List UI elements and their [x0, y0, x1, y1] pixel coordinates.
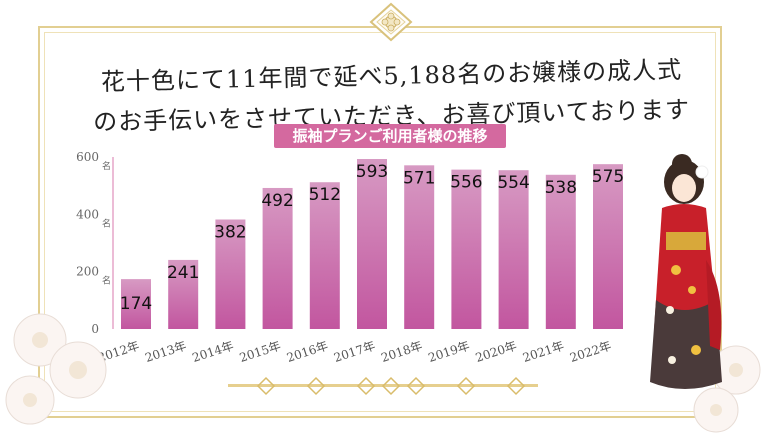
- bar-value-label: 512: [309, 185, 341, 205]
- bar-value-label: 575: [592, 167, 624, 187]
- y-tick-unit: 名: [102, 160, 111, 172]
- bar-value-label: 174: [120, 294, 152, 314]
- y-tick-label: 200: [76, 265, 99, 279]
- bar-value-label: 538: [545, 178, 577, 198]
- x-tick-label: 2022年: [568, 339, 613, 365]
- chart-title-badge: 振袖プランご利用者様の推移: [274, 124, 506, 148]
- x-tick-label: 2014年: [191, 339, 236, 365]
- bar-2020年: [498, 170, 529, 329]
- bar-2015年: [262, 187, 293, 329]
- bar-value-label: 492: [261, 191, 293, 211]
- y-tick-label: 400: [76, 207, 99, 221]
- x-tick-label: 2020年: [474, 339, 519, 365]
- y-tick-unit: 名: [102, 217, 111, 229]
- bar-2018年: [404, 165, 435, 329]
- floral-crest-icon: [369, 2, 413, 42]
- bar-value-label: 556: [450, 173, 482, 193]
- bar-value-label: 382: [214, 222, 246, 242]
- bar-2012年: [121, 279, 151, 329]
- bar-2017年: [357, 159, 387, 329]
- x-tick-label: 2021年: [521, 339, 566, 365]
- y-tick-unit: 名: [102, 275, 111, 287]
- bar-value-label: 571: [403, 168, 435, 188]
- bar-value-label: 593: [356, 162, 388, 182]
- y-tick-label: 0: [91, 322, 99, 336]
- kimono-girl-illustration-icon: [650, 154, 722, 389]
- gold-ornament-icon: [228, 376, 538, 396]
- bar-value-label: 241: [167, 263, 199, 283]
- bar-2016年: [309, 182, 340, 329]
- x-tick-label: 2019年: [427, 339, 472, 365]
- x-tick-label: 2018年: [379, 339, 424, 365]
- bar-2019年: [451, 169, 482, 329]
- bar-2022年: [593, 164, 623, 329]
- bar-2013年: [168, 259, 199, 329]
- peony-flowers-icon: [5, 313, 107, 425]
- y-tick-label: 600: [76, 150, 99, 164]
- bar-2014年: [215, 219, 246, 329]
- x-tick-label: 2015年: [238, 339, 283, 365]
- bar-value-label: 554: [497, 173, 529, 193]
- x-tick-label: 2013年: [143, 339, 188, 365]
- x-tick-label: 2016年: [285, 339, 330, 365]
- peony-flowers-right-icon: [693, 345, 761, 433]
- bar-2021年: [545, 174, 576, 329]
- x-tick-label: 2017年: [332, 339, 377, 365]
